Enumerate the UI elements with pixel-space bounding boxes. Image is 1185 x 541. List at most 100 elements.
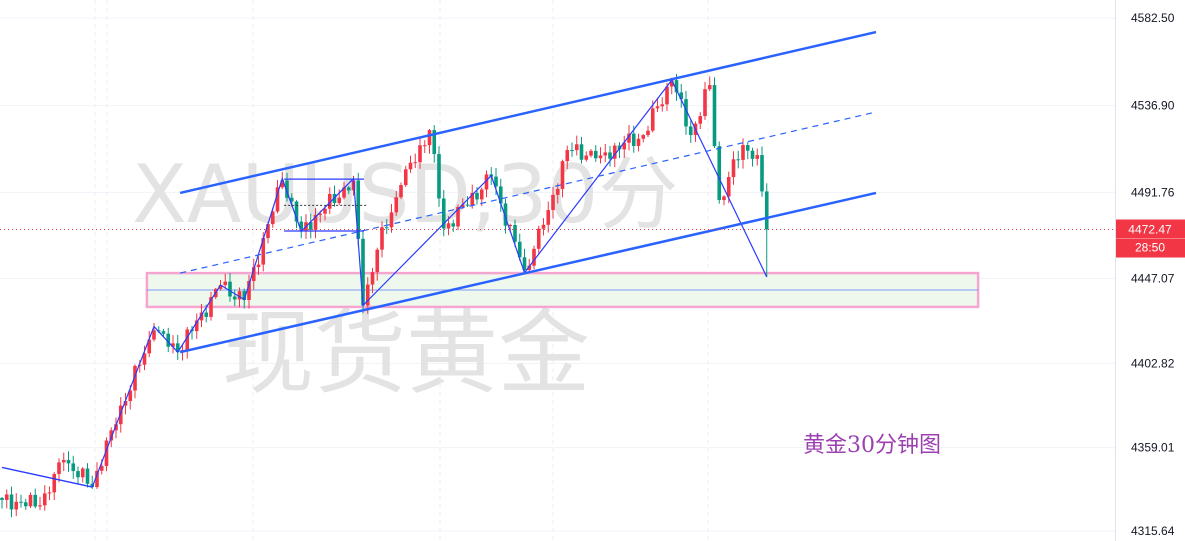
candle-body [76, 471, 80, 478]
candle-body [251, 267, 256, 281]
candle-body [142, 353, 147, 365]
candle-body [679, 92, 684, 100]
candle-body [527, 265, 532, 271]
candle-body [655, 106, 660, 109]
candle-body [57, 462, 61, 474]
candle-body [541, 224, 546, 229]
candle-body [422, 145, 427, 147]
candle-body [147, 339, 152, 354]
channel-lower-line[interactable] [179, 191, 877, 354]
candle-body [636, 138, 641, 146]
candle-body [114, 424, 118, 431]
price-axis[interactable]: 4582.50 4536.90 4491.76 4447.07 4402.82 4359.… [1131, 11, 1175, 538]
candle-body [589, 150, 593, 156]
candle-body [199, 312, 204, 321]
candle-body [403, 169, 408, 186]
candle-body [584, 155, 589, 160]
candle-body [688, 126, 693, 136]
candle-body [47, 492, 52, 494]
candle-body [123, 400, 128, 406]
candle-body [418, 145, 422, 163]
candle-body [23, 502, 28, 507]
candle-body [731, 159, 736, 178]
price-tick-label: 4447.07 [1131, 271, 1175, 285]
candle-body [479, 189, 484, 200]
bar-countdown: 28:50 [1135, 241, 1165, 255]
candle-body [508, 225, 513, 227]
candle-body [61, 459, 66, 463]
candle-body [470, 192, 475, 206]
price-tick-label: 4536.90 [1131, 99, 1175, 113]
candle-body [394, 197, 399, 213]
candle-body [99, 465, 104, 471]
candle-body [80, 468, 85, 478]
candle-body [261, 238, 266, 265]
candle-body [285, 180, 289, 198]
candle-body [707, 85, 712, 90]
candle-body [750, 150, 755, 159]
candle-body [755, 155, 760, 159]
candle-body [223, 281, 228, 286]
candle-body [109, 430, 114, 441]
candle-body [161, 331, 166, 334]
candle-body [104, 440, 109, 466]
candle-body [299, 221, 304, 231]
candle-body [9, 494, 14, 510]
candle-body [166, 333, 171, 347]
price-tick-label: 4402.82 [1131, 356, 1175, 370]
candle-body [441, 198, 446, 229]
candle-body [536, 228, 541, 249]
candle-body [522, 257, 527, 271]
candles [0, 73, 769, 518]
candle-body [627, 133, 631, 143]
candle-body [532, 248, 536, 266]
candle-body [375, 249, 380, 273]
candle-body [327, 193, 332, 209]
candle-body [717, 146, 722, 201]
drawings[interactable] [1, 30, 877, 488]
candle-body [669, 80, 674, 87]
candle-body [546, 210, 551, 225]
chart-annotation: 黄金30分钟图 [803, 433, 941, 458]
candle-body [346, 187, 351, 191]
left-trendline[interactable] [1, 466, 93, 488]
candle-body [380, 227, 384, 250]
candle-body [42, 493, 47, 506]
support-zone[interactable] [145, 271, 980, 309]
candle-body [194, 320, 199, 332]
candle-body [280, 180, 285, 188]
candle-body [342, 187, 346, 198]
candle-body [565, 150, 570, 162]
candle-body [484, 174, 489, 190]
candle-body [722, 196, 726, 201]
candle-body [204, 312, 209, 317]
candle-body [460, 204, 465, 207]
channel-upper-line[interactable] [179, 30, 877, 195]
candle-body [665, 86, 669, 105]
candle-body [175, 343, 180, 353]
candle-body [266, 224, 270, 239]
candle-body [38, 505, 42, 507]
candle-body [137, 364, 142, 366]
candle-body [456, 206, 460, 227]
candle-body [579, 144, 584, 160]
candle-body [270, 211, 275, 225]
candle-body [551, 194, 555, 211]
candle-body [365, 284, 370, 306]
candle-body [289, 197, 294, 202]
price-tick-label: 4582.50 [1131, 11, 1175, 25]
candle-body [574, 144, 579, 151]
last-price-label: 4472.47 28:50 [1116, 219, 1185, 258]
candle-body [698, 116, 703, 124]
candle-body [451, 223, 456, 227]
candle-body [247, 280, 251, 301]
candle-body [399, 185, 403, 198]
candle-body [513, 225, 517, 242]
price-tick-label: 4315.64 [1131, 524, 1175, 538]
candle-body [218, 285, 223, 289]
candle-body [498, 186, 503, 204]
candle-body [646, 130, 650, 136]
candle-body [4, 494, 9, 500]
channel-middle-line[interactable] [179, 111, 877, 274]
